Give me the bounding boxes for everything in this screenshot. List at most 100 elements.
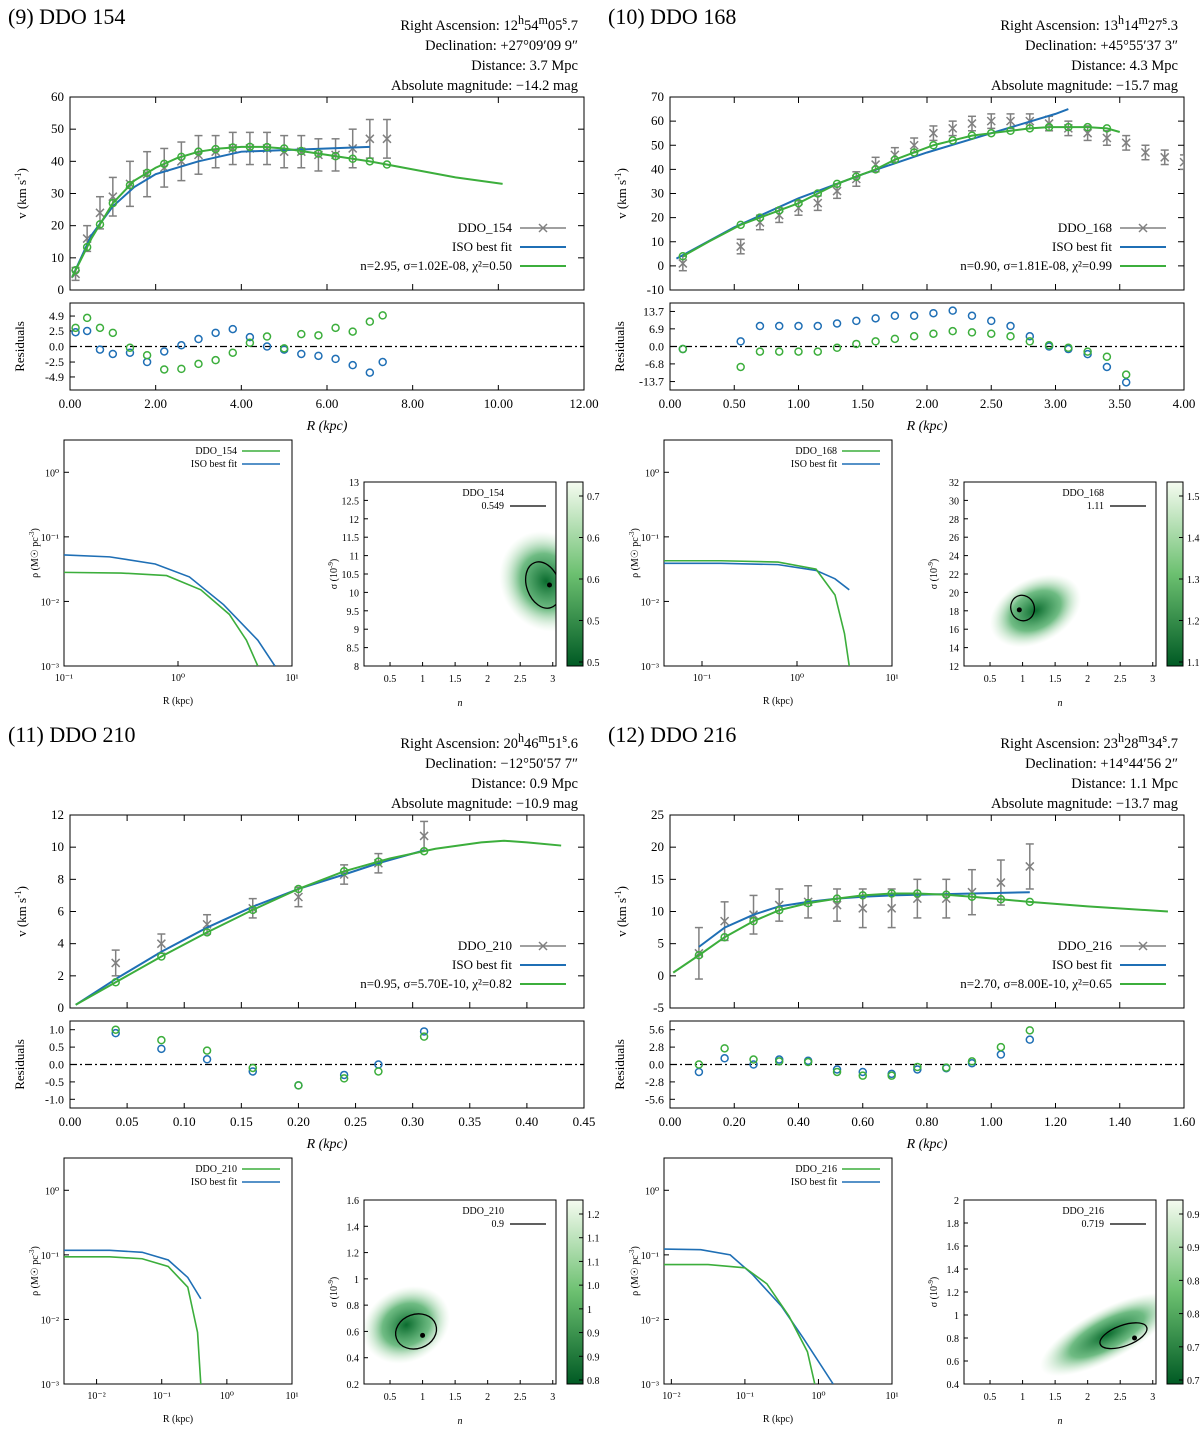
model-point (279, 144, 289, 153)
sigma-axis-close: ) (929, 559, 940, 562)
y-tick-label: 60 (651, 113, 664, 128)
model-point (142, 168, 152, 178)
res-model-point (887, 1071, 896, 1080)
res-model-point (871, 337, 880, 346)
model-point (967, 131, 977, 140)
res-model-point (832, 1067, 842, 1077)
n-tick-label: 2.5 (514, 674, 527, 685)
res-model-point (1025, 337, 1035, 346)
res-iso-point (262, 342, 272, 351)
declination: Declination: −12°50′57 7″ (425, 755, 578, 772)
data-point (382, 134, 392, 144)
model-point (159, 159, 169, 169)
absolute-magnitude: Absolute magnitude: −13.7 mag (991, 795, 1178, 812)
v-axis-close: ) (14, 168, 29, 172)
sigma-area (989, 574, 1082, 648)
res-model-point (202, 1046, 212, 1055)
data-point (887, 903, 897, 913)
contour-legend-value: 0.719 (1082, 1219, 1105, 1230)
sigma-y-tick-label: 11 (349, 552, 359, 563)
colorbar-tick-label: 0.85 (1187, 1276, 1200, 1287)
res-iso-point (832, 1065, 842, 1074)
colorbar-tick-label: 0.6 (587, 575, 600, 586)
colorbar-tick-label: 0.85 (587, 1376, 600, 1387)
res-iso-point (832, 319, 842, 328)
y-tick-label: 20 (651, 839, 664, 854)
data-point (986, 116, 996, 126)
model-point (314, 149, 323, 158)
model-point (245, 142, 255, 152)
res-iso-point (314, 351, 323, 361)
colorbar-tick-label: 0.55 (587, 617, 600, 628)
res-iso-point (419, 1027, 429, 1036)
res-model-point (813, 347, 823, 356)
res-iso-point (755, 321, 765, 331)
y-tick-label: 2 (58, 968, 65, 983)
model-point (913, 889, 922, 898)
res-model-point (71, 323, 80, 333)
y-tick-label: 25 (651, 807, 664, 822)
model-point (228, 143, 238, 152)
data-point (1179, 157, 1184, 167)
res-model-point (694, 1060, 704, 1069)
x-tick-label: 0.15 (230, 1114, 253, 1129)
model-point (348, 154, 357, 164)
res-tick-label: 13.7 (643, 304, 664, 318)
sigma-y-tick-label: 10.5 (342, 570, 360, 581)
model-point (71, 266, 80, 275)
rho-r-axis-label: R (kpc) (763, 1414, 793, 1425)
res-model-point (1006, 332, 1015, 341)
residuals-label: Residuals (612, 1039, 627, 1090)
iso-curve (698, 891, 1030, 948)
res-iso-point (1083, 349, 1092, 359)
x-tick-label: 1.40 (1108, 1114, 1131, 1129)
rho-y-tick-label: 10⁻¹ (41, 1251, 59, 1262)
colorbar-tick-label: 1.4 (1187, 534, 1200, 545)
res-iso-point (871, 314, 880, 323)
res-iso-point (1025, 1035, 1035, 1044)
rho-legend-label: DDO_168 (795, 446, 837, 457)
v-axis-close: ) (14, 886, 29, 890)
colorbar (566, 1199, 584, 1385)
sigma-axis-close: ) (329, 559, 340, 562)
model-point (202, 928, 212, 937)
model-point (794, 198, 803, 208)
res-tick-label: -2.8 (645, 1075, 664, 1089)
sigma-y-tick-label: 1.8 (947, 1219, 960, 1230)
res-iso-point (194, 334, 203, 344)
colorbar-tick-label: 1.15 (587, 1234, 600, 1245)
res-iso-point (111, 1028, 120, 1038)
model-point (374, 857, 383, 866)
sigma-y-tick-label: 1.4 (947, 1265, 960, 1276)
res-tick-label: -4.9 (45, 370, 64, 384)
y-tick-label: 40 (51, 153, 64, 168)
res-tick-label: 0.0 (49, 1058, 64, 1072)
data-point (736, 242, 746, 252)
sigma-axis-close: ) (329, 1277, 340, 1280)
rho-y-tick-label: 10⁰ (645, 1186, 659, 1197)
y-tick-label: 40 (651, 161, 664, 176)
contour-legend-name: DDO_168 (1062, 488, 1104, 499)
absolute-magnitude: Absolute magnitude: −10.9 mag (391, 795, 578, 812)
res-model-point (111, 1025, 120, 1034)
x-tick-label: 1.20 (1044, 1114, 1067, 1129)
res-iso-point (108, 349, 118, 359)
sigma-axis-exp: -9 (927, 562, 935, 568)
data-point (996, 878, 1006, 888)
v-axis-exp: -1 (613, 890, 623, 898)
declination: Declination: +27°09′09 9″ (425, 37, 578, 54)
iso-curve (71, 145, 370, 278)
x-tick-label: 2.50 (980, 396, 1003, 411)
sigma-area (364, 1285, 451, 1364)
rho-x-tick-label: 10⁻² (662, 1391, 680, 1402)
res-iso-point (348, 360, 357, 370)
x-tick-label: 0.10 (173, 1114, 196, 1129)
res-model-point (157, 1035, 166, 1045)
sigma-y-tick-label: 22 (949, 570, 959, 581)
res-model-point (890, 334, 900, 344)
rho-legend-iso-label: ISO best fit (191, 459, 237, 470)
rho-y-tick-label: 10⁻¹ (641, 533, 659, 544)
right-ascension: Right Ascension: 13h14m27s.3 (1000, 13, 1178, 34)
rho-y-tick-label: 10⁻² (41, 1315, 59, 1326)
density-area (64, 554, 276, 666)
